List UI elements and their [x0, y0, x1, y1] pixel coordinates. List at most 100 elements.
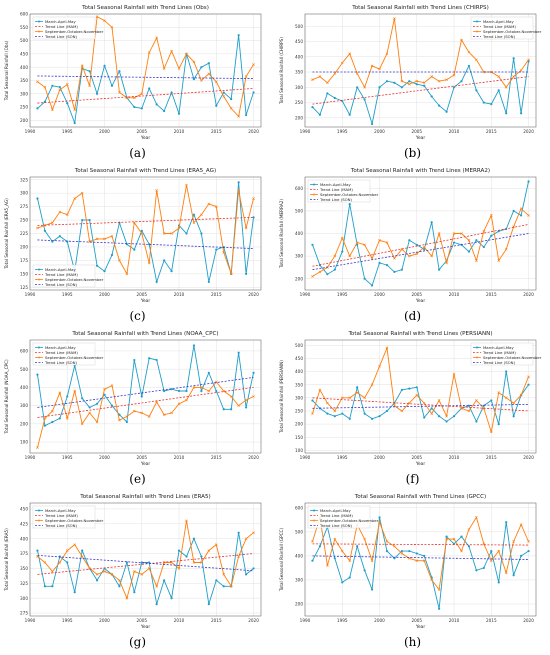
y-tick-label: 400 — [295, 369, 303, 374]
x-tick-label: 2020 — [523, 455, 534, 460]
data-point — [512, 540, 515, 543]
data-point — [385, 549, 389, 553]
data-point — [148, 87, 151, 90]
data-point — [73, 108, 77, 112]
data-point — [445, 110, 448, 113]
data-point — [519, 523, 523, 526]
y-axis-label: Total Seasonal Rainfall (ERA5) — [4, 528, 9, 592]
chart-caption: (c) — [129, 309, 146, 323]
data-point — [237, 404, 240, 407]
y-tick-label: 500 — [295, 24, 303, 29]
legend-marker — [312, 519, 316, 522]
data-point — [400, 549, 403, 553]
data-point — [177, 226, 181, 230]
data-point — [363, 537, 366, 541]
data-point — [378, 415, 381, 418]
data-point — [36, 80, 39, 84]
data-point — [378, 520, 381, 524]
data-point — [408, 80, 411, 83]
data-point — [430, 254, 433, 258]
y-tick-label: 500 — [20, 38, 28, 43]
data-point — [490, 399, 493, 402]
data-point — [318, 270, 322, 274]
x-tick-label: 2000 — [99, 618, 110, 623]
data-point — [51, 240, 54, 243]
legend-label: March-April-May — [45, 508, 77, 513]
data-point — [147, 51, 151, 54]
y-tick-label: 400 — [295, 231, 303, 236]
x-tick-label: 2000 — [99, 129, 110, 134]
data-point — [207, 371, 210, 374]
series-line-1 — [37, 520, 254, 600]
x-axis-label: Year — [140, 461, 150, 467]
data-point — [489, 214, 493, 217]
data-point — [423, 416, 426, 419]
x-tick-label: 2010 — [449, 618, 460, 623]
chart-caption: (g) — [128, 635, 147, 649]
chart-title: Total Seasonal Rainfall with Trend Lines… — [354, 494, 486, 500]
data-point — [192, 213, 196, 216]
legend-label: Trend Line (MAM) — [482, 24, 516, 29]
data-point — [43, 417, 47, 420]
data-point — [200, 555, 203, 558]
data-point — [222, 91, 225, 94]
x-tick-label: 2000 — [374, 292, 385, 297]
data-point — [363, 98, 366, 101]
chart-caption: (b) — [403, 146, 422, 160]
data-point — [237, 34, 240, 37]
data-point — [214, 205, 218, 208]
data-point — [214, 543, 218, 546]
data-point — [512, 401, 515, 405]
data-point — [103, 387, 106, 391]
legend-marker — [37, 30, 41, 33]
data-point — [363, 396, 366, 400]
data-point — [408, 549, 411, 553]
legend-label: Trend Line (MAM) — [44, 350, 78, 355]
data-point — [519, 69, 523, 72]
data-point — [460, 80, 463, 83]
x-axis-label: Year — [140, 298, 150, 304]
data-point — [51, 420, 54, 424]
trend-line-0 — [37, 88, 254, 104]
data-point — [140, 573, 144, 576]
x-tick-label: 2005 — [136, 618, 147, 623]
data-point — [215, 104, 218, 107]
legend-label: Trend Line (SON) — [482, 34, 515, 39]
data-point — [95, 264, 99, 267]
data-point — [333, 254, 337, 258]
x-tick-label: 2010 — [174, 292, 185, 297]
data-point — [512, 209, 515, 212]
x-tick-label: 2015 — [486, 455, 497, 460]
data-point — [393, 404, 396, 408]
data-point — [504, 248, 508, 251]
data-point — [207, 280, 210, 284]
plot-frame — [304, 339, 537, 454]
data-point — [363, 85, 366, 89]
y-tick-label: 400 — [20, 385, 28, 390]
data-point — [163, 259, 166, 262]
data-point — [490, 549, 493, 553]
data-point — [333, 72, 337, 75]
data-point — [244, 398, 248, 402]
chart-panel-7: Total Seasonal Rainfall with Trend Lines… — [275, 489, 550, 652]
x-tick-label: 2005 — [136, 455, 147, 460]
chart-title: Total Seasonal Rainfall with Trend Lines… — [351, 5, 489, 11]
data-point — [80, 64, 84, 68]
data-point — [430, 75, 433, 78]
data-point — [333, 409, 337, 413]
data-point — [81, 549, 84, 552]
data-point — [140, 92, 144, 96]
trend-line-1 — [37, 75, 254, 80]
y-tick-label: 250 — [20, 105, 28, 110]
data-point — [177, 67, 181, 70]
x-tick-label: 2020 — [248, 292, 259, 297]
data-point — [348, 559, 352, 563]
data-point — [490, 234, 493, 237]
data-point — [348, 396, 352, 400]
legend-label: September-October-November — [45, 355, 104, 360]
data-point — [467, 545, 471, 548]
data-point — [333, 96, 336, 100]
data-point — [244, 272, 248, 275]
legend-label: Trend Line (SON) — [319, 197, 352, 202]
data-point — [430, 221, 433, 224]
